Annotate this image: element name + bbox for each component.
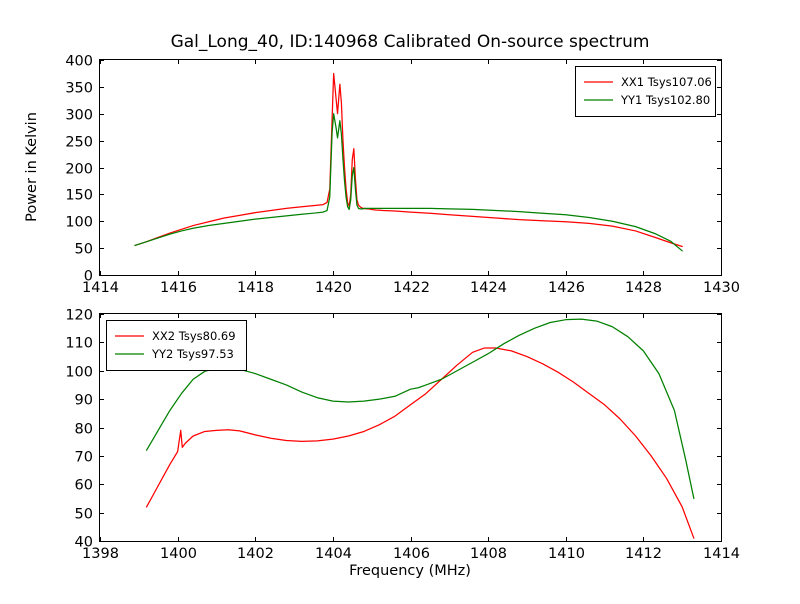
top-panel-axes: 1414 1416 1418 1420 1422 1424 1426 1428 1430 0 50 1… (24, 54, 740, 297)
top-panel-frame (99, 59, 722, 276)
legend-entry-label[interactable]: XX1 Tsys107.06 (621, 75, 712, 89)
x-tick-label: 1428 (625, 280, 662, 296)
y-tick-label: 0 (84, 269, 93, 285)
x-tick-label: 1400 (160, 546, 197, 562)
y-tick-label: 200 (65, 162, 93, 178)
x-tick-label: 1412 (625, 546, 662, 562)
x-tick-label: 1414 (82, 280, 119, 296)
bottom-panel-legend[interactable]: XX2 Tsys80.69 YY2 Tsys97.53 (106, 320, 247, 371)
y-tick-label: 50 (75, 507, 93, 523)
x-tick-label: 1408 (470, 546, 507, 562)
top-panel-ticks (100, 60, 722, 276)
x-tick-label: 1430 (703, 280, 740, 296)
data-series-line (145, 347, 695, 539)
x-tick-label: 1410 (548, 546, 585, 562)
top-panel-legend[interactable]: XX1 Tsys107.06 YY1 Tsys102.80 (575, 66, 716, 117)
x-tick-label: 1418 (237, 280, 274, 296)
y-tick-label: 100 (65, 215, 93, 231)
bottom-panel-x-axis-label: Frequency (MHz) (349, 563, 471, 579)
x-tick-label: 1414 (703, 546, 740, 562)
x-tick-label: 1416 (160, 280, 197, 296)
y-tick-label: 100 (65, 365, 93, 381)
x-tick-label: 1402 (237, 546, 274, 562)
y-tick-label: 50 (75, 242, 93, 258)
y-tick-label: 70 (75, 450, 93, 466)
x-tick-label: 1424 (470, 280, 507, 296)
y-tick-label: 110 (65, 336, 93, 352)
legend-box (106, 320, 247, 371)
y-tick-label: 300 (65, 108, 93, 124)
x-tick-label: 1406 (393, 546, 430, 562)
y-tick-label: 400 (65, 54, 93, 70)
y-tick-label: 60 (75, 478, 93, 494)
data-series-line (134, 72, 683, 248)
bottom-panel-axes: 1398 1400 1402 1404 1406 1408 1410 1412 1414 40 50… (65, 308, 740, 580)
bottom-panel-frame (99, 313, 722, 542)
top-panel-y-axis-label: Power in Kelvin (24, 112, 40, 222)
y-tick-label: 350 (65, 81, 93, 97)
data-series-line (134, 113, 683, 252)
legend-entry-label[interactable]: YY1 Tsys102.80 (620, 93, 710, 107)
legend-box (575, 66, 716, 117)
x-tick-label: 1398 (82, 546, 119, 562)
page-title: Gal_Long_40, ID:140968 Calibrated On-sou… (171, 32, 650, 52)
bottom-panel-ticks (100, 314, 722, 542)
top-panel-series-group (134, 72, 683, 252)
y-tick-label: 80 (75, 422, 93, 438)
y-tick-label: 90 (75, 393, 93, 409)
legend-entry-label[interactable]: YY2 Tsys97.53 (151, 347, 234, 361)
x-tick-label: 1420 (315, 280, 352, 296)
y-tick-label: 150 (65, 188, 93, 204)
y-tick-label: 40 (75, 535, 93, 551)
bottom-panel-tick-labels: 1398 1400 1402 1404 1406 1408 1410 1412 1414 40 50… (65, 308, 740, 563)
x-tick-label: 1422 (393, 280, 430, 296)
top-panel-tick-labels: 1414 1416 1418 1420 1422 1424 1426 1428 1430 0 50 1… (65, 54, 740, 297)
x-tick-label: 1426 (548, 280, 585, 296)
y-tick-label: 120 (65, 308, 93, 324)
y-tick-label: 250 (65, 135, 93, 151)
x-tick-label: 1404 (315, 546, 352, 562)
legend-entry-label[interactable]: XX2 Tsys80.69 (152, 329, 236, 343)
